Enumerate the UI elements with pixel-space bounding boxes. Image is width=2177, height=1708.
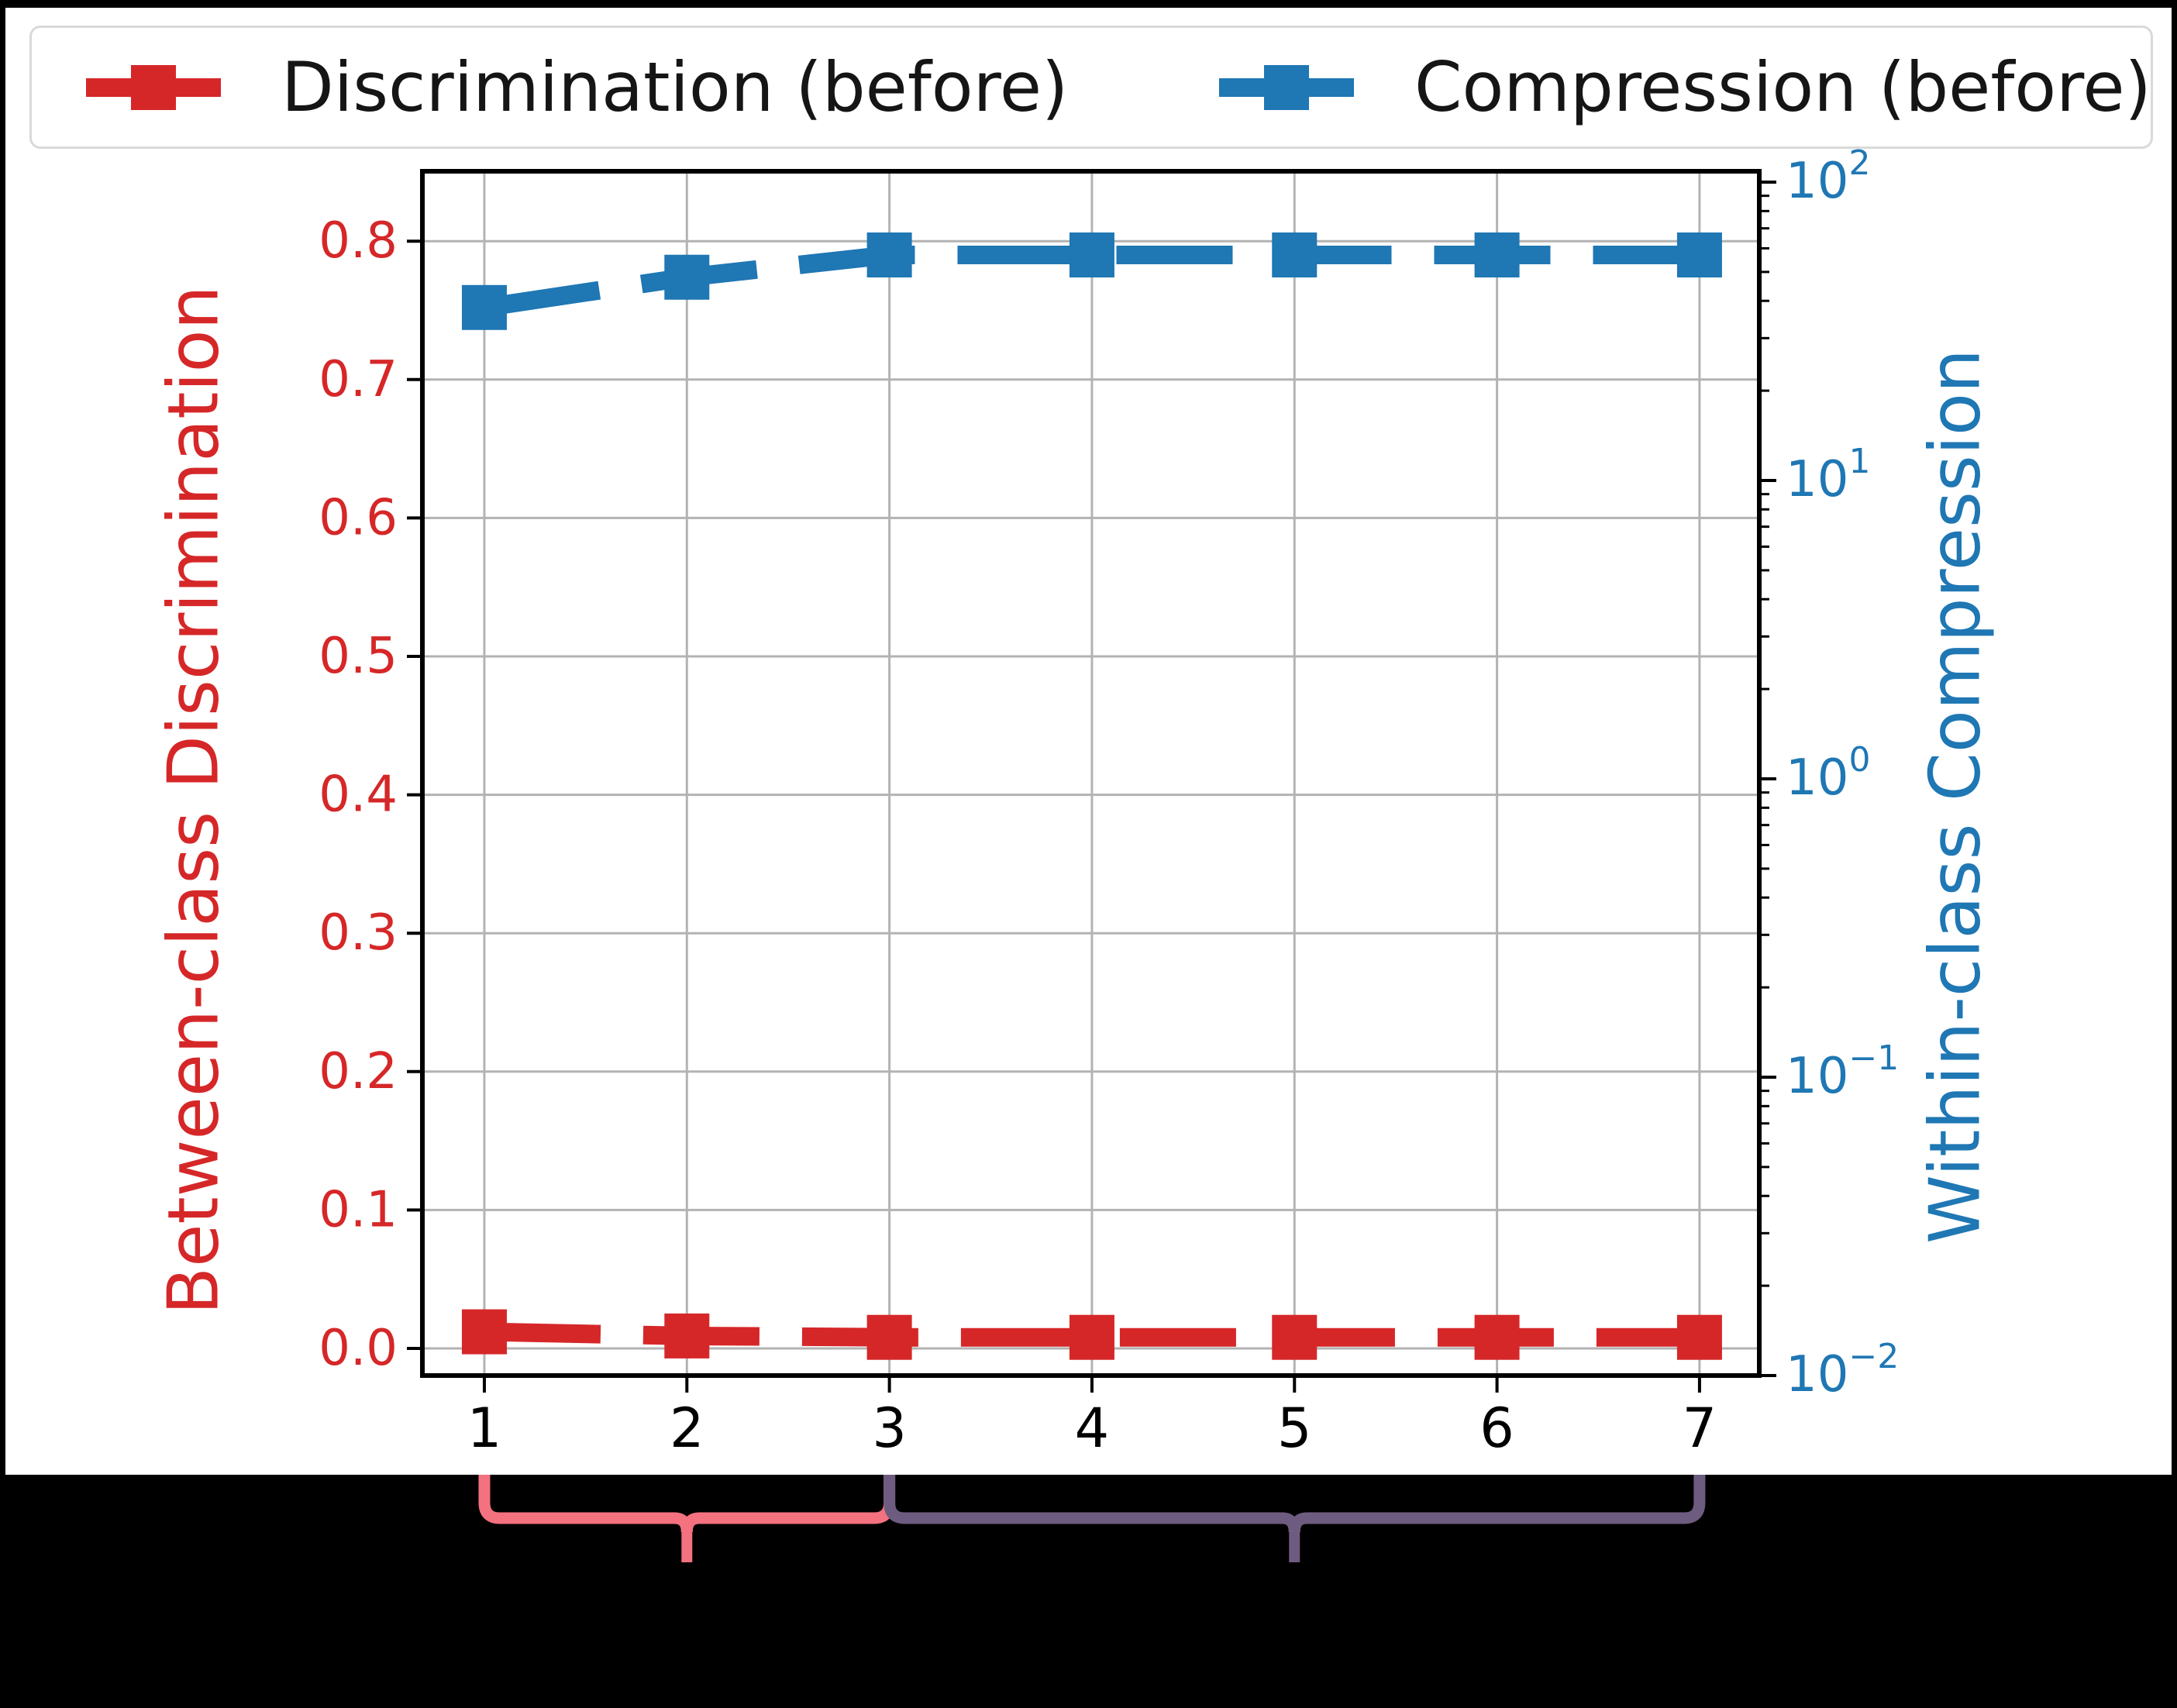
svg-text:0.1: 0.1 bbox=[319, 1181, 398, 1238]
svg-text:0.3: 0.3 bbox=[319, 904, 398, 962]
data-point-marker bbox=[1272, 232, 1318, 278]
data-point-marker bbox=[664, 254, 710, 300]
data-point-marker bbox=[1069, 1314, 1114, 1360]
data-point-marker bbox=[461, 1309, 507, 1355]
svg-text:0.6: 0.6 bbox=[319, 489, 398, 546]
right-axis-ticks: 102 101 100 10−1 10−2 bbox=[1759, 143, 1899, 1403]
data-point-marker bbox=[1474, 1314, 1520, 1360]
data-point-marker bbox=[866, 1314, 912, 1360]
legend-box: Discrimination (before) Compression (bef… bbox=[29, 26, 2153, 149]
series-discrimination-line bbox=[461, 1309, 1722, 1360]
svg-text:3: 3 bbox=[872, 1396, 907, 1460]
data-point-marker bbox=[866, 232, 912, 278]
compression-line-sample-icon bbox=[1219, 64, 1354, 110]
legend-label-compression: Compression (before) bbox=[1414, 47, 2151, 127]
legend-label-discrimination: Discrimination (before) bbox=[281, 47, 1069, 127]
brace-range-1-3 bbox=[478, 1475, 896, 1562]
svg-text:0.8: 0.8 bbox=[319, 212, 398, 270]
svg-text:0.7: 0.7 bbox=[319, 351, 398, 408]
svg-text:2: 2 bbox=[670, 1396, 704, 1460]
data-point-marker bbox=[1676, 1314, 1722, 1360]
series-compression-line bbox=[461, 232, 1722, 330]
x-axis-ticks: 1 2 3 4 5 6 7 bbox=[467, 1376, 1717, 1460]
svg-text:0.0: 0.0 bbox=[319, 1320, 398, 1377]
svg-text:7: 7 bbox=[1683, 1396, 1717, 1460]
discrimination-line-sample-icon bbox=[86, 64, 221, 110]
legend-item-discrimination: Discrimination (before) bbox=[86, 28, 1068, 146]
svg-text:10−2: 10−2 bbox=[1786, 1337, 1899, 1403]
svg-text:0.4: 0.4 bbox=[319, 766, 398, 824]
svg-text:1: 1 bbox=[467, 1396, 502, 1460]
svg-text:0.2: 0.2 bbox=[319, 1043, 398, 1100]
legend-item-compression: Compression (before) bbox=[1219, 28, 2151, 146]
data-point-marker bbox=[1069, 232, 1114, 278]
data-point-marker bbox=[1474, 232, 1520, 278]
svg-text:5: 5 bbox=[1277, 1396, 1312, 1460]
data-point-marker bbox=[1676, 232, 1722, 278]
right-axis-label: Within-class Compression bbox=[1914, 349, 1996, 1244]
svg-text:102: 102 bbox=[1786, 143, 1870, 210]
left-axis-label: Between-class Discrimination bbox=[153, 285, 235, 1315]
svg-text:101: 101 bbox=[1786, 442, 1870, 508]
data-point-marker bbox=[461, 284, 507, 330]
left-axis-ticks: 0.0 0.1 0.2 0.3 0.4 0.5 0.6 0.7 0.8 bbox=[319, 212, 422, 1377]
svg-text:0.5: 0.5 bbox=[319, 628, 398, 685]
svg-text:4: 4 bbox=[1075, 1396, 1110, 1460]
svg-text:10−1: 10−1 bbox=[1786, 1038, 1899, 1105]
gridlines bbox=[422, 171, 1759, 1376]
svg-text:100: 100 bbox=[1786, 740, 1870, 807]
svg-text:6: 6 bbox=[1479, 1396, 1514, 1460]
brace-range-3-7 bbox=[884, 1475, 1706, 1562]
data-point-marker bbox=[1272, 1314, 1318, 1360]
data-point-marker bbox=[664, 1313, 710, 1358]
